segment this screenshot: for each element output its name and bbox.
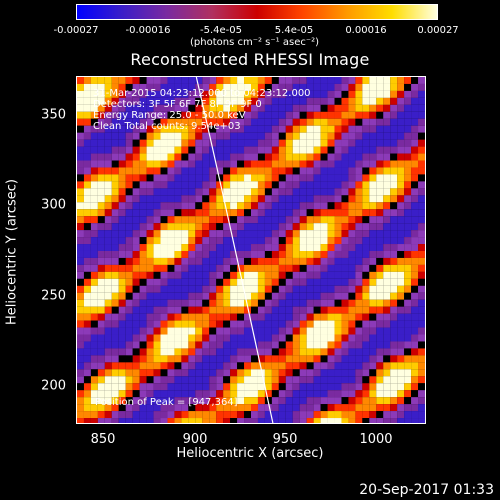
peak-position-text: Position of Peak = [947,364] — [95, 397, 238, 408]
x-tick-label: 900 — [182, 432, 208, 447]
clean-counts-text: Clean Total counts: 9.54e+03 — [93, 121, 241, 132]
y-axis-label: Heliocentric Y (arcsec) — [4, 179, 20, 325]
y-tick-label: 300 — [41, 197, 66, 213]
y-tick-label: 250 — [41, 288, 66, 304]
solar-limb-line — [195, 77, 274, 423]
detectors-text: Detectors: 3F 5F 6F 7F 8F 9F 9F 0 — [93, 99, 262, 110]
x-tick-label: 1000 — [359, 432, 393, 447]
energy-range-text: Energy Range: 25.0 - 50.0 keV — [93, 110, 246, 121]
colorbar-tick: 0.00027 — [417, 25, 459, 36]
rhessi-image — [76, 76, 426, 424]
x-tick-label: 950 — [272, 432, 298, 447]
time-range-text: 31-Mar-2015 04:23:12.000 to 04:23:12.000 — [93, 88, 311, 99]
x-axis-label: Heliocentric X (arcsec) — [176, 446, 324, 461]
image-pixels — [77, 77, 425, 423]
x-tick-label: 850 — [90, 432, 116, 447]
colorbar-units: (photons cm⁻² s⁻¹ asec⁻²) — [190, 37, 320, 48]
colorbar-tick: 0.00016 — [345, 25, 387, 36]
colorbar-tick: -0.00027 — [53, 25, 99, 36]
timestamp: 20-Sep-2017 01:33 — [359, 482, 494, 498]
y-tick-label: 200 — [41, 378, 66, 394]
image-title: Reconstructed RHESSI Image — [130, 50, 370, 69]
colorbar-tick: -0.00016 — [125, 25, 171, 36]
colorbar — [76, 4, 438, 20]
y-tick-label: 350 — [41, 107, 66, 123]
colorbar-tick: -5.4e-05 — [200, 25, 242, 36]
colorbar-tick: 5.4e-05 — [274, 25, 314, 36]
